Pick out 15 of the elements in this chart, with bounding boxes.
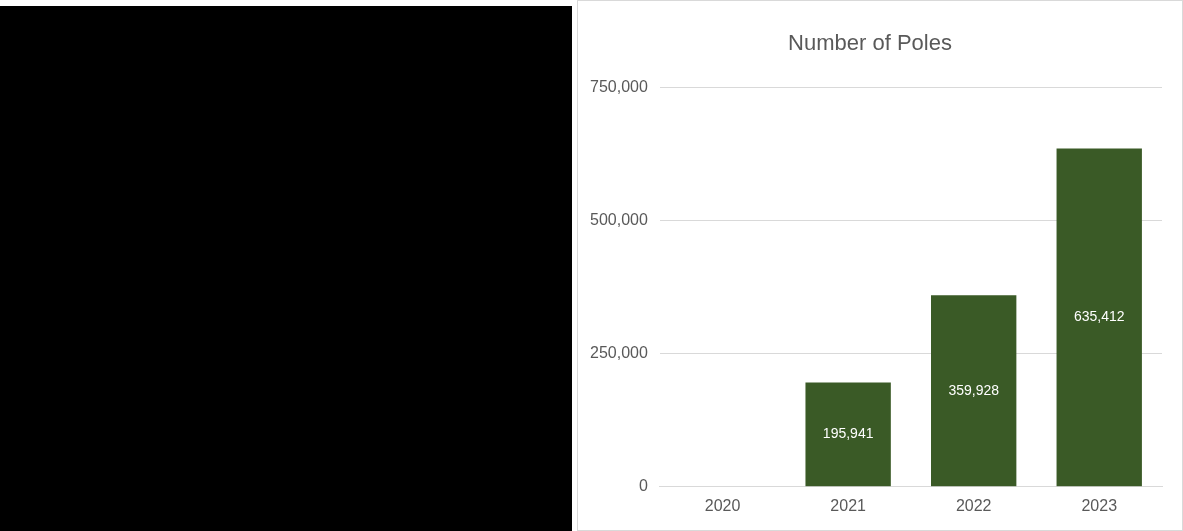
- x-tick-label: 2022: [955, 496, 992, 514]
- data-label: 359,928: [948, 381, 1000, 398]
- x-tick-label: 2020: [704, 496, 741, 514]
- bar: [931, 295, 1017, 487]
- chart-title: Number of Poles: [788, 30, 952, 56]
- y-tick-label: 750,000: [589, 77, 648, 95]
- bar: [805, 382, 891, 487]
- y-tick-label: 0: [638, 477, 648, 495]
- data-label: 195,941: [822, 425, 874, 442]
- x-tick-label: 2021: [830, 496, 867, 514]
- bar: [1056, 148, 1142, 487]
- y-tick-label: 250,000: [589, 344, 648, 362]
- y-tick-label: 500,000: [589, 210, 648, 228]
- data-label: 635,412: [1073, 308, 1125, 325]
- x-tick-label: 2023: [1081, 496, 1118, 514]
